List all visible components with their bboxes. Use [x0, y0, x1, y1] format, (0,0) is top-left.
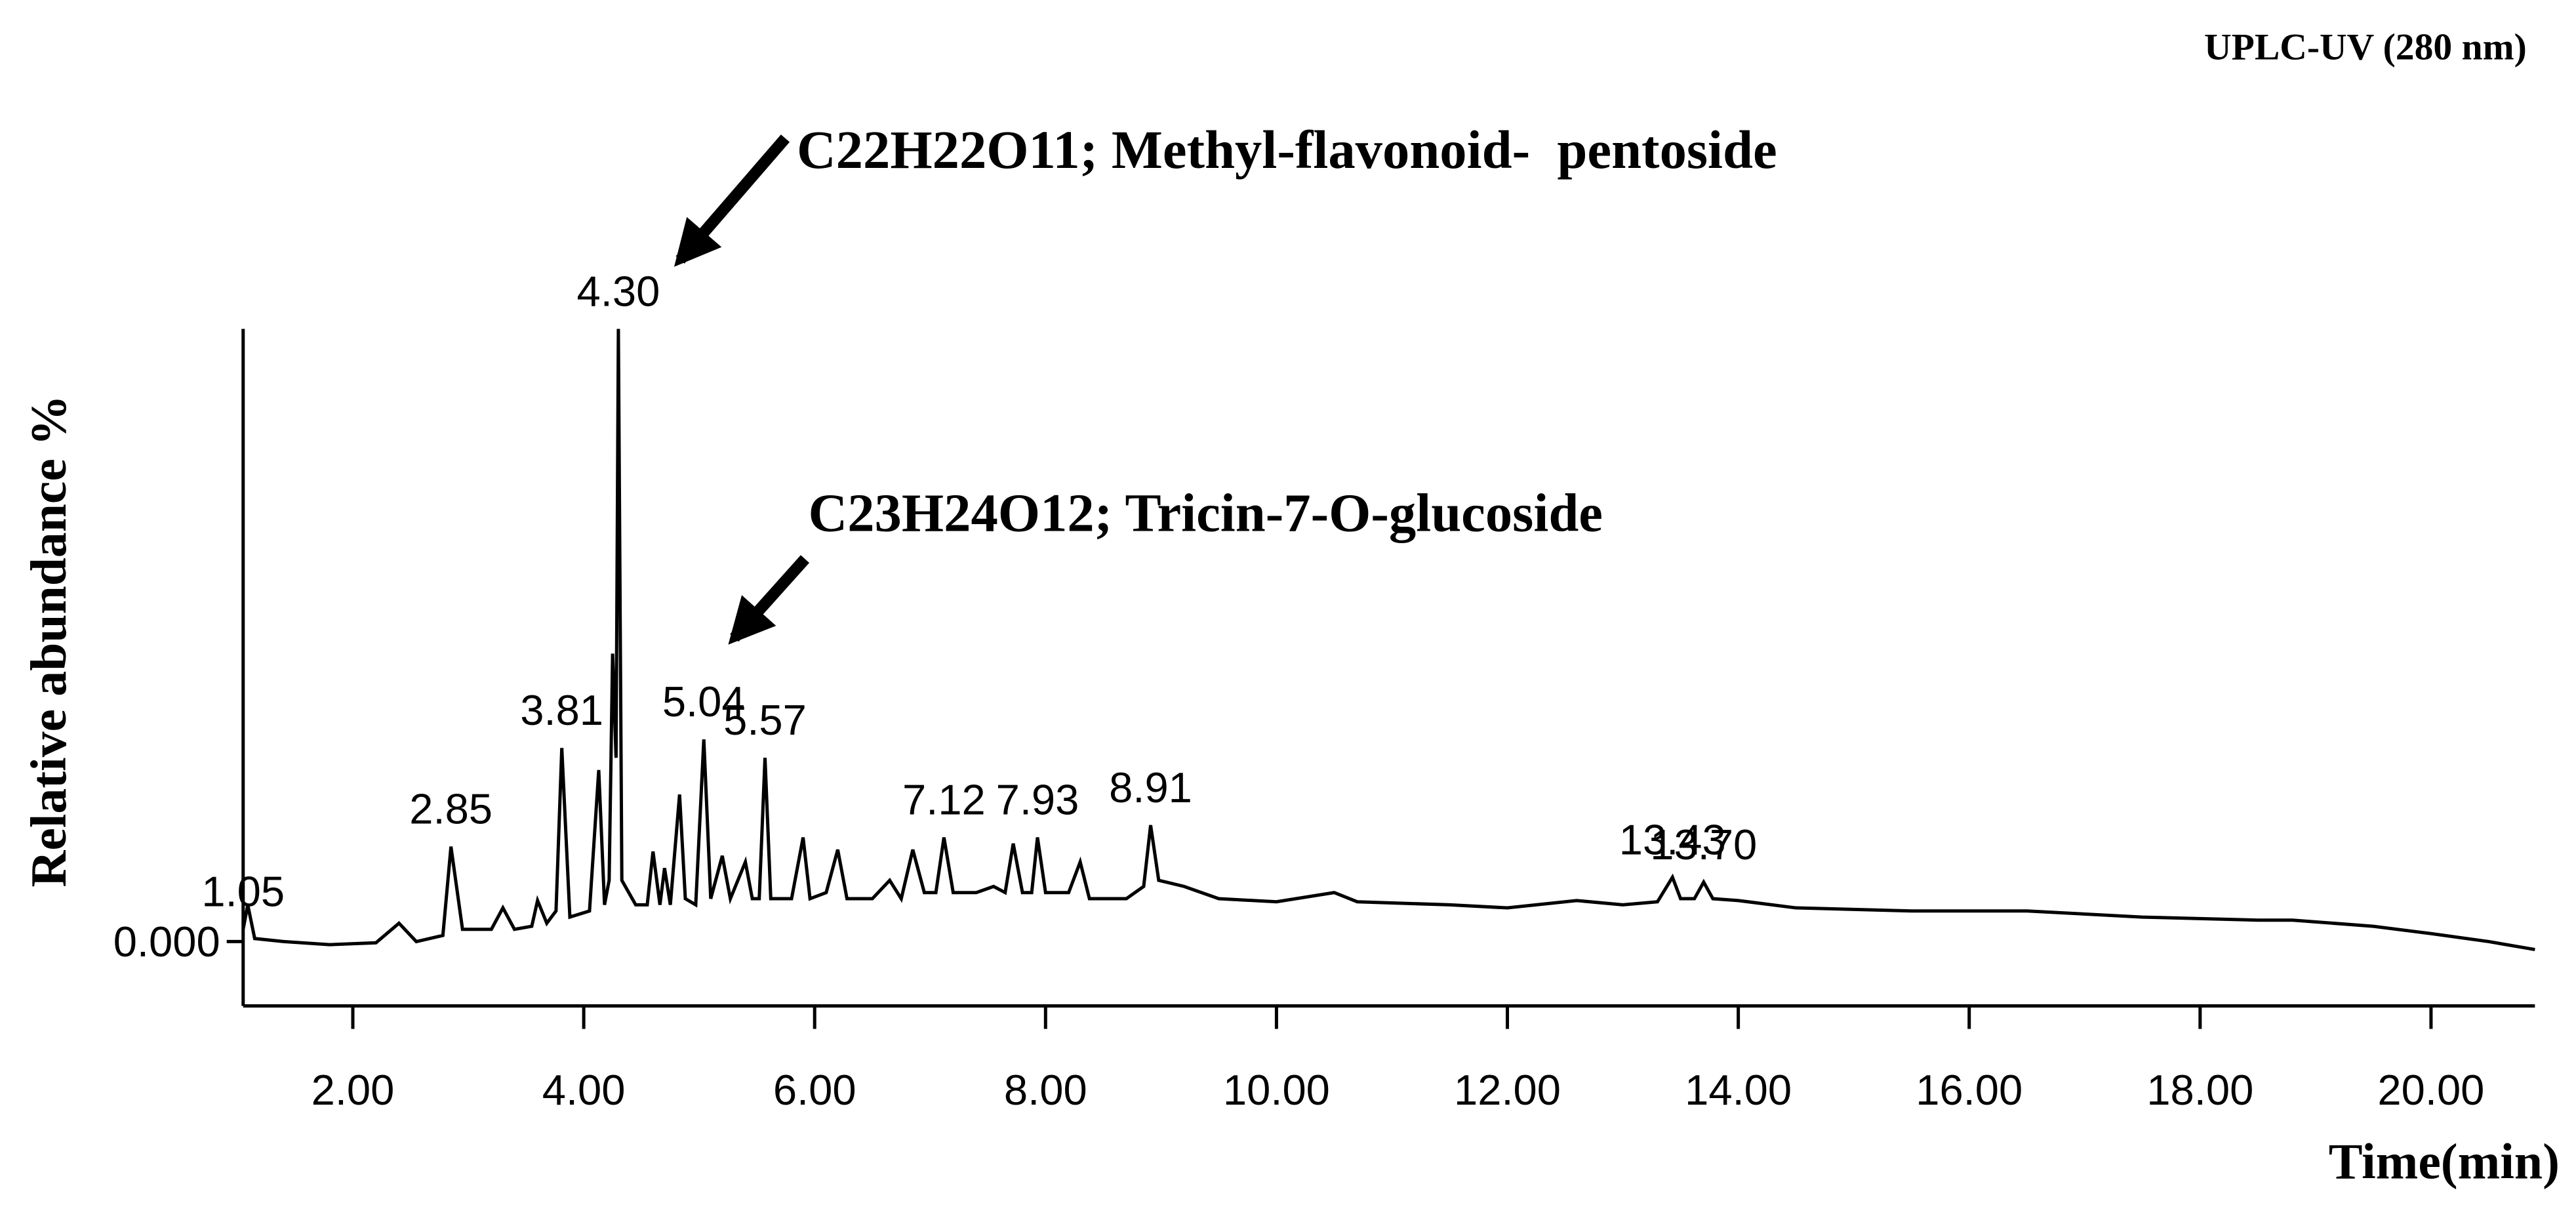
x-tick-label: 10.00 [1223, 1066, 1330, 1114]
annotation: C23H24O12; Tricin-7-O-glucoside [809, 483, 1603, 543]
y-tick-label: 0.000 [113, 918, 220, 966]
peak-label: 1.05 [201, 868, 285, 916]
peak-label: 13.43 [1619, 815, 1726, 863]
peak-label: 3.81 [520, 686, 603, 734]
x-tick-label: 14.00 [1685, 1066, 1792, 1114]
arrow [728, 555, 810, 645]
x-tick-label: 2.00 [312, 1066, 395, 1114]
peak-label: 7.12 [902, 776, 986, 824]
y-axis-label: Relative abundance % [20, 395, 77, 888]
peak-label: 4.30 [577, 267, 660, 315]
x-tick-label: 18.00 [2146, 1066, 2253, 1114]
chromatogram-line [241, 329, 2535, 952]
peak-label: 5.04 [662, 678, 746, 725]
peak-label: 5.57 [723, 696, 807, 744]
peak-label: 2.85 [409, 785, 493, 833]
chart-note: UPLC-UV (280 nm) [2204, 27, 2527, 68]
arrow [674, 134, 790, 267]
x-tick-label: 12.00 [1454, 1066, 1561, 1114]
x-tick-label: 6.00 [773, 1066, 856, 1114]
x-tick-label: 8.00 [1004, 1066, 1087, 1114]
x-axis-label: Time(min) [2329, 1134, 2560, 1190]
x-tick-label: 20.00 [2377, 1066, 2484, 1114]
x-tick-label: 16.00 [1916, 1066, 2023, 1114]
peak-label: 8.91 [1109, 764, 1192, 811]
peak-label: 13.70 [1650, 821, 1757, 868]
x-tick-label: 4.00 [542, 1066, 626, 1114]
peak-label: 7.93 [996, 776, 1079, 824]
annotation: C22H22O11; Methyl-flavonoid- pentoside [797, 119, 1777, 180]
